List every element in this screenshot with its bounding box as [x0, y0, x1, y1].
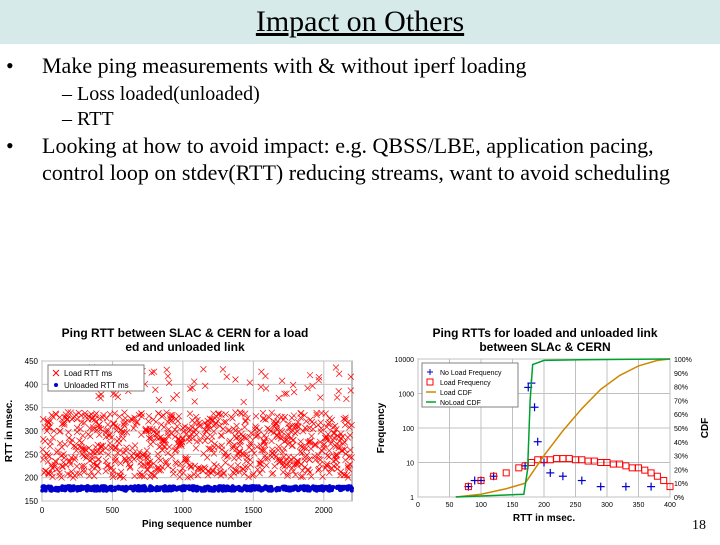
svg-text:250: 250: [570, 502, 582, 509]
svg-text:CDF: CDF: [700, 418, 711, 439]
svg-text:500: 500: [106, 506, 120, 515]
svg-text:10%: 10%: [674, 481, 688, 488]
svg-text:60%: 60%: [674, 412, 688, 419]
svg-text:100: 100: [402, 426, 414, 433]
chart-left-svg: Ping RTT between SLAC & CERN for a loade…: [0, 325, 370, 540]
svg-text:1000: 1000: [174, 506, 192, 515]
svg-text:100: 100: [475, 502, 487, 509]
svg-text:1: 1: [410, 495, 414, 502]
svg-text:200: 200: [538, 502, 550, 509]
svg-text:10000: 10000: [395, 357, 415, 364]
svg-text:70%: 70%: [674, 398, 688, 405]
svg-text:between SLAc & CERN: between SLAc & CERN: [479, 340, 610, 354]
chart-right: Ping RTTs for loaded and unloaded linkbe…: [370, 325, 720, 540]
svg-text:50: 50: [446, 502, 454, 509]
page-title: Impact on Others: [256, 5, 464, 39]
charts-row: Ping RTT between SLAC & CERN for a loade…: [0, 325, 720, 540]
svg-text:90%: 90%: [674, 371, 688, 378]
svg-text:ed and unloaded link: ed and unloaded link: [125, 340, 245, 354]
svg-text:RTT in msec.: RTT in msec.: [513, 513, 575, 524]
svg-text:450: 450: [25, 357, 39, 366]
bullet-2-text: Looking at how to avoid impact: e.g. QBS…: [42, 133, 670, 186]
chart-right-svg: Ping RTTs for loaded and unloaded linkbe…: [370, 325, 720, 540]
svg-text:300: 300: [601, 502, 613, 509]
svg-text:2000: 2000: [315, 506, 333, 515]
bullet-1b-text: RTT: [77, 108, 114, 130]
svg-text:No Load Frequency: No Load Frequency: [440, 370, 502, 377]
bullet-1a: – Loss loaded(unloaded): [62, 82, 696, 107]
svg-text:350: 350: [633, 502, 645, 509]
bullet-1b: – RTT: [62, 107, 696, 132]
svg-text:Ping sequence number: Ping sequence number: [142, 519, 252, 530]
svg-text:Load RTT ms: Load RTT ms: [64, 369, 112, 378]
content-area: • Make ping measurements with & without …: [0, 44, 720, 187]
svg-text:0: 0: [40, 506, 45, 515]
bullet-1a-text: Loss loaded(unloaded): [77, 83, 260, 105]
svg-text:350: 350: [25, 404, 39, 413]
svg-text:1500: 1500: [244, 506, 262, 515]
page-number: 18: [692, 518, 706, 534]
svg-text:0: 0: [416, 502, 420, 509]
svg-text:Load Frequency: Load Frequency: [440, 380, 491, 387]
svg-text:80%: 80%: [674, 385, 688, 392]
bullet-2: • Looking at how to avoid impact: e.g. Q…: [24, 132, 696, 187]
svg-text:50%: 50%: [674, 426, 688, 433]
svg-text:400: 400: [25, 380, 39, 389]
bullet-1-text: Make ping measurements with & without ip…: [42, 53, 527, 78]
svg-text:NoLoad CDF: NoLoad CDF: [440, 400, 481, 407]
svg-text:300: 300: [25, 427, 39, 436]
bullet-1: • Make ping measurements with & without …: [24, 52, 696, 80]
svg-text:250: 250: [25, 450, 39, 459]
svg-text:30%: 30%: [674, 454, 688, 461]
svg-text:Ping RTTs for loaded and unloa: Ping RTTs for loaded and unloaded link: [432, 326, 657, 340]
svg-text:20%: 20%: [674, 467, 688, 474]
chart-left: Ping RTT between SLAC & CERN for a loade…: [0, 325, 370, 540]
svg-text:400: 400: [664, 502, 676, 509]
svg-text:1000: 1000: [398, 392, 414, 399]
svg-text:10: 10: [406, 461, 414, 468]
svg-text:RTT in msec.: RTT in msec.: [4, 400, 15, 462]
svg-text:0%: 0%: [674, 495, 684, 502]
svg-text:100%: 100%: [674, 357, 692, 364]
svg-text:150: 150: [25, 497, 39, 506]
svg-text:Load CDF: Load CDF: [440, 390, 472, 397]
svg-text:200: 200: [25, 474, 39, 483]
svg-text:Ping RTT between SLAC & CERN f: Ping RTT between SLAC & CERN for a load: [62, 326, 309, 340]
svg-text:150: 150: [507, 502, 519, 509]
title-bar: Impact on Others: [0, 0, 720, 44]
svg-text:Unloaded RTT ms: Unloaded RTT ms: [64, 381, 129, 390]
svg-text:Frequency: Frequency: [376, 402, 387, 453]
svg-text:40%: 40%: [674, 440, 688, 447]
